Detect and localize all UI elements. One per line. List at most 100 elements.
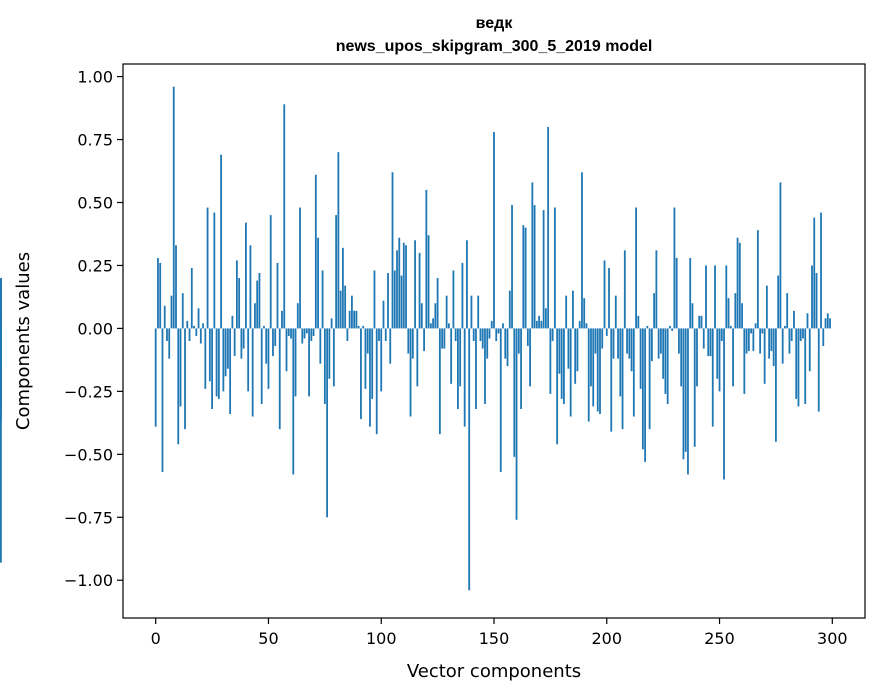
bar	[745, 328, 748, 354]
bar	[648, 328, 651, 430]
bar	[765, 285, 768, 329]
bar	[772, 328, 775, 367]
bar	[299, 207, 301, 329]
bar-series	[0, 86, 831, 591]
bar	[820, 212, 822, 329]
bar	[287, 328, 290, 336]
bar	[472, 328, 475, 341]
bar	[678, 328, 680, 354]
bar	[567, 328, 570, 369]
bar	[720, 328, 723, 341]
bar	[400, 275, 403, 329]
bar	[481, 328, 484, 349]
bar	[547, 126, 550, 329]
bar	[666, 328, 669, 404]
bar	[263, 325, 265, 329]
bar	[815, 273, 818, 329]
bar	[380, 328, 383, 392]
bar	[281, 310, 283, 329]
bar	[272, 328, 274, 357]
bar	[418, 252, 421, 329]
bar	[614, 295, 617, 329]
bar	[303, 328, 306, 339]
bar	[508, 290, 511, 329]
bar	[702, 328, 705, 349]
bar	[581, 172, 583, 329]
bar	[249, 245, 252, 329]
x-tick-label: 0	[151, 629, 161, 648]
bar	[215, 328, 218, 397]
bar	[750, 328, 752, 334]
bar	[184, 328, 186, 430]
bar	[378, 328, 380, 341]
y-tick-label: −1.00	[64, 571, 113, 590]
bar	[190, 267, 193, 329]
bar	[208, 328, 211, 382]
bar	[452, 270, 455, 329]
bar	[247, 328, 250, 392]
bar	[759, 328, 762, 354]
bar	[434, 303, 437, 329]
bar	[628, 328, 631, 359]
bar	[603, 260, 606, 329]
y-tick-label: 1.00	[77, 68, 113, 87]
bar	[576, 328, 579, 372]
bar	[260, 328, 263, 404]
x-tick-label: 200	[591, 629, 622, 648]
bar	[639, 328, 642, 389]
bar	[301, 328, 304, 344]
bar	[493, 131, 495, 329]
bar	[687, 328, 689, 475]
bar	[506, 328, 509, 367]
bar	[181, 293, 184, 329]
bar	[804, 328, 807, 404]
bar	[723, 328, 725, 480]
bar	[199, 328, 202, 344]
bar	[707, 328, 710, 357]
bar	[477, 295, 480, 329]
bar	[443, 328, 446, 349]
bar	[292, 328, 295, 475]
bar	[233, 328, 236, 357]
bar	[172, 86, 175, 329]
bar	[673, 207, 676, 329]
bar	[391, 172, 394, 329]
bar	[560, 328, 563, 399]
bar	[544, 308, 547, 329]
bar	[641, 328, 644, 450]
bar	[416, 328, 419, 387]
bar	[535, 320, 538, 329]
x-axis: 0 50 100 150 200 250 300	[151, 618, 848, 648]
bar	[328, 328, 331, 379]
bar	[655, 250, 658, 329]
bar	[310, 328, 313, 341]
bar	[709, 328, 712, 357]
bar	[305, 328, 308, 334]
bar	[161, 328, 164, 472]
bar	[398, 237, 401, 329]
bar	[693, 328, 696, 447]
bar	[551, 328, 554, 341]
bar	[729, 325, 732, 329]
bar	[549, 328, 552, 394]
bar	[761, 328, 764, 334]
bar	[411, 328, 414, 359]
bar	[294, 328, 297, 397]
bar	[623, 250, 626, 329]
bar	[235, 260, 238, 329]
bar	[522, 225, 525, 329]
chart-title: ведк	[476, 15, 514, 32]
y-tick-label: 0.25	[77, 256, 113, 275]
bar	[596, 328, 599, 412]
bar	[725, 265, 728, 329]
x-tick-label: 250	[704, 629, 735, 648]
x-tick-label: 150	[479, 629, 510, 648]
bar	[256, 280, 259, 329]
bar	[788, 328, 791, 354]
bar	[276, 262, 279, 329]
bar	[312, 328, 315, 336]
bar	[738, 242, 741, 329]
bar	[813, 217, 816, 329]
bar	[526, 328, 529, 347]
bar	[592, 328, 595, 407]
